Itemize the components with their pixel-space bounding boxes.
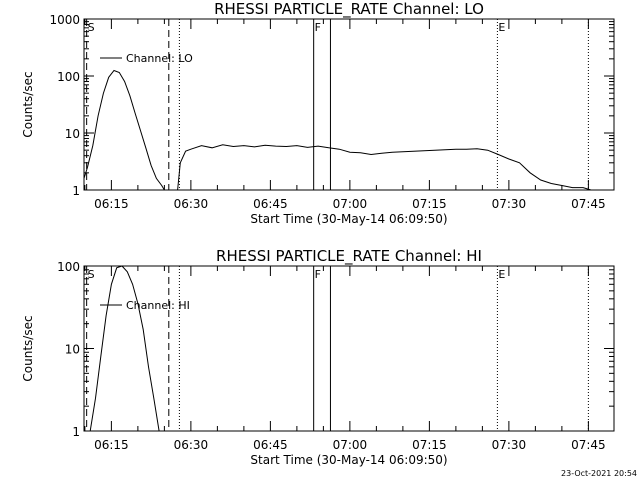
marker-label: E (498, 268, 505, 281)
x-tick-label: 06:45 (253, 438, 288, 452)
marker-label: E (498, 21, 505, 34)
y-tick-label: 1000 (49, 13, 80, 27)
x-axis-label: Start Time (30-May-14 06:09:50) (250, 453, 447, 467)
y-axis-label: Counts/sec (21, 71, 35, 137)
x-tick-label: 06:15 (94, 197, 129, 211)
x-tick-label: 07:00 (333, 438, 368, 452)
x-tick-label: 07:45 (571, 438, 606, 452)
series-line (89, 265, 160, 432)
chart-title: RHESSI PARTICLE_RATE Channel: LO (214, 0, 484, 19)
y-axis-label: Counts/sec (21, 315, 35, 381)
marker-label: S (88, 268, 95, 281)
x-tick-label: 07:15 (412, 197, 447, 211)
x-tick-label: 07:30 (492, 438, 527, 452)
y-tick-label: 100 (57, 260, 80, 274)
panel-lo: RHESSI PARTICLE_RATE Channel: LO Start Ti… (21, 0, 615, 226)
y-tick-label: 1 (72, 184, 80, 198)
x-tick-label: 06:30 (174, 438, 209, 452)
plot-frame (83, 18, 615, 191)
x-axis-label: Start Time (30-May-14 06:09:50) (250, 212, 447, 226)
marker-label: F (315, 268, 321, 281)
x-tick-label: 06:45 (253, 197, 288, 211)
x-tick-label: 07:15 (412, 438, 447, 452)
x-tick-label: 06:30 (174, 197, 209, 211)
plot-frame (83, 265, 615, 432)
marker-label: S (88, 21, 95, 34)
y-tick-label: 10 (65, 127, 80, 141)
x-tick-label: 07:00 (333, 197, 368, 211)
y-tick-label: 10 (65, 343, 80, 357)
marker-label: F (315, 21, 321, 34)
legend-label: Channel: HI (126, 299, 190, 312)
x-tick-label: 07:30 (492, 197, 527, 211)
y-tick-label: 100 (57, 70, 80, 84)
x-tick-label: 06:15 (94, 438, 129, 452)
y-tick-label: 1 (72, 425, 80, 439)
panel-hi: RHESSI PARTICLE_RATE Channel: HI Start Ti… (21, 247, 615, 467)
timestamp: 23-Oct-2021 20:54 (561, 469, 637, 478)
chart-title: RHESSI PARTICLE_RATE Channel: HI (216, 247, 482, 266)
legend-label: Channel: LO (126, 52, 193, 65)
x-tick-label: 07:45 (571, 197, 606, 211)
series-line (83, 69, 592, 191)
